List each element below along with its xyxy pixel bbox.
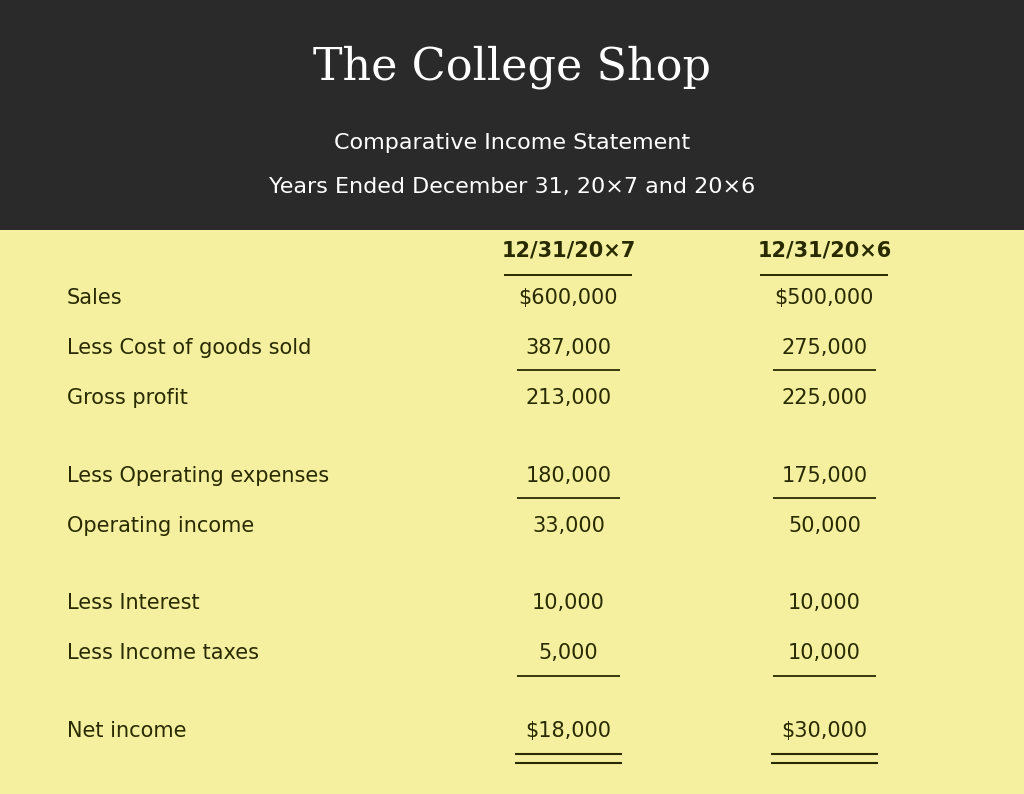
Text: Sales: Sales <box>67 287 122 308</box>
Text: Less Cost of goods sold: Less Cost of goods sold <box>67 337 311 358</box>
Text: 10,000: 10,000 <box>787 643 861 664</box>
Text: 180,000: 180,000 <box>525 465 611 486</box>
Text: 10,000: 10,000 <box>787 593 861 614</box>
Text: 10,000: 10,000 <box>531 593 605 614</box>
Text: 225,000: 225,000 <box>781 387 867 408</box>
Text: Less Income taxes: Less Income taxes <box>67 643 258 664</box>
Text: $500,000: $500,000 <box>774 287 874 308</box>
Text: Gross profit: Gross profit <box>67 387 187 408</box>
Text: 387,000: 387,000 <box>525 337 611 358</box>
Text: $600,000: $600,000 <box>518 287 618 308</box>
Text: 33,000: 33,000 <box>531 515 605 536</box>
Text: Less Operating expenses: Less Operating expenses <box>67 465 329 486</box>
Text: Operating income: Operating income <box>67 515 254 536</box>
Text: 50,000: 50,000 <box>787 515 861 536</box>
Text: The College Shop: The College Shop <box>313 45 711 90</box>
Text: Years Ended December 31, 20×7 and 20×6: Years Ended December 31, 20×7 and 20×6 <box>269 176 755 197</box>
Text: Comparative Income Statement: Comparative Income Statement <box>334 133 690 153</box>
Text: 275,000: 275,000 <box>781 337 867 358</box>
Text: 213,000: 213,000 <box>525 387 611 408</box>
Text: 12/31/20×7: 12/31/20×7 <box>501 241 636 260</box>
Text: Less Interest: Less Interest <box>67 593 200 614</box>
Text: $18,000: $18,000 <box>525 721 611 742</box>
Text: Net income: Net income <box>67 721 186 742</box>
Text: 12/31/20×6: 12/31/20×6 <box>757 241 892 260</box>
Text: 175,000: 175,000 <box>781 465 867 486</box>
Text: 5,000: 5,000 <box>539 643 598 664</box>
Text: $30,000: $30,000 <box>781 721 867 742</box>
